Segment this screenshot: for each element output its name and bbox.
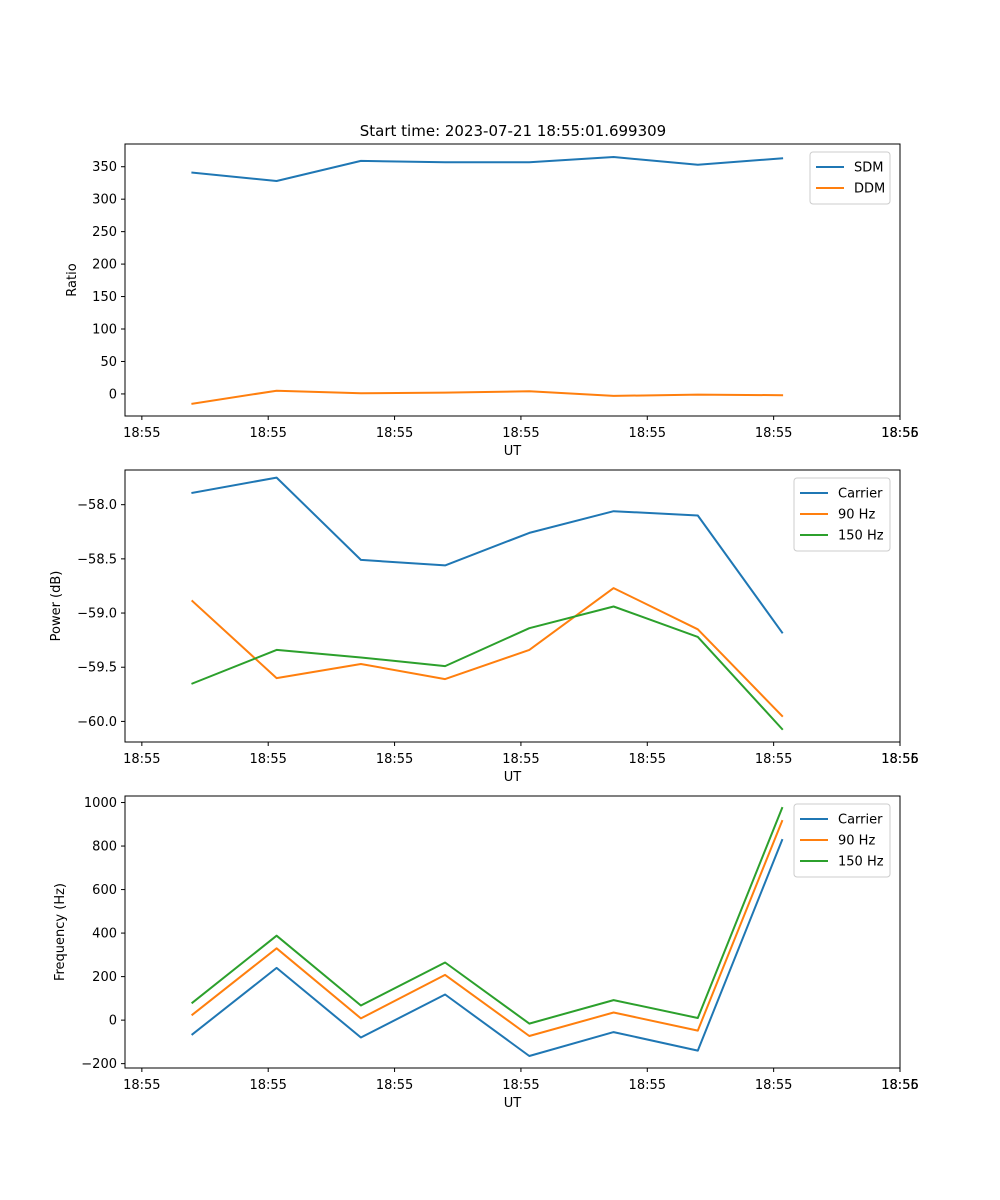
y-tick-label: 800 xyxy=(92,840,117,855)
legend-label: 150 Hz xyxy=(838,529,884,544)
series-line-90-hz xyxy=(190,819,784,1037)
legend-box xyxy=(809,151,891,205)
x-tick-label: 18:55 xyxy=(502,426,539,441)
y-tick-label: −58.5 xyxy=(77,552,117,567)
x-tick-label: 18:56 xyxy=(881,1078,918,1093)
x-axis-label: UT xyxy=(504,770,522,785)
y-tick-label: 400 xyxy=(92,927,117,942)
figure-title: Start time: 2023-07-21 18:55:01.699309 xyxy=(360,122,666,140)
plot-frame xyxy=(124,795,901,1069)
x-axis-label: UT xyxy=(504,1096,522,1111)
y-tick-label: 150 xyxy=(92,290,117,305)
x-tick-label: 18:55 xyxy=(123,426,160,441)
x-tick-label: 18:55 xyxy=(249,1078,286,1093)
x-tick-label: 18:55 xyxy=(755,752,792,767)
legend-label: Carrier xyxy=(838,813,883,828)
y-axis-label: Ratio xyxy=(65,263,80,296)
x-tick-label: 18:55 xyxy=(123,1078,160,1093)
y-tick-label: 200 xyxy=(92,258,117,273)
series-line-carrier xyxy=(190,838,784,1057)
x-tick-label: 18:55 xyxy=(755,1078,792,1093)
y-tick-label: 250 xyxy=(92,225,117,240)
series-line-carrier xyxy=(191,476,784,634)
y-axis-label: Frequency (Hz) xyxy=(53,883,68,981)
legend: SDM DDM xyxy=(809,151,891,205)
series-line-ddm xyxy=(191,389,784,405)
x-tick-label: 18:55 xyxy=(629,426,666,441)
legend-box xyxy=(793,477,891,552)
y-tick-label: 0 xyxy=(109,387,117,402)
series-line-sdm xyxy=(191,156,784,182)
y-tick-label: −60.0 xyxy=(77,715,117,730)
y-tick-label: 50 xyxy=(100,355,117,370)
legend: Carrier 90 Hz 150 Hz xyxy=(793,803,891,878)
plot-frame xyxy=(124,143,901,417)
x-tick-label: 18:55 xyxy=(502,752,539,767)
legend-label: 150 Hz xyxy=(838,855,884,870)
x-tick-label: 18:55 xyxy=(629,752,666,767)
x-tick-label: 18:55 xyxy=(376,752,413,767)
x-tick-label: 18:55 xyxy=(881,1078,918,1093)
y-tick-label: 350 xyxy=(92,160,117,175)
x-tick-label: 18:55 xyxy=(755,426,792,441)
y-tick-label: 0 xyxy=(109,1014,117,1029)
x-tick-label: 18:55 xyxy=(123,752,160,767)
x-tick-label: 18:55 xyxy=(502,1078,539,1093)
y-tick-label: −59.0 xyxy=(77,607,117,622)
legend: Carrier 90 Hz 150 Hz xyxy=(793,477,891,552)
series-line-150-hz xyxy=(190,806,784,1025)
series-line-150-hz xyxy=(191,605,784,731)
legend-label: DDM xyxy=(854,182,885,197)
y-axis-label: Power (dB) xyxy=(49,571,64,642)
x-tick-label: 18:55 xyxy=(629,1078,666,1093)
series-line-90-hz xyxy=(190,587,784,718)
x-tick-label: 18:55 xyxy=(376,426,413,441)
y-tick-label: 600 xyxy=(92,883,117,898)
x-tick-label: 18:56 xyxy=(881,426,918,441)
x-tick-label: 18:55 xyxy=(249,752,286,767)
y-tick-label: 1000 xyxy=(84,796,117,811)
y-tick-label: 300 xyxy=(92,193,117,208)
legend-label: 90 Hz xyxy=(838,508,875,523)
x-tick-label: 18:55 xyxy=(376,1078,413,1093)
x-tick-label: 18:56 xyxy=(881,752,918,767)
plot-frame xyxy=(124,469,901,743)
legend-label: Carrier xyxy=(838,487,883,502)
legend-label: SDM xyxy=(854,161,883,176)
x-tick-label: 18:55 xyxy=(881,426,918,441)
y-tick-label: −200 xyxy=(81,1057,117,1072)
subplot-2: −60.0 −59.5 −59.0 −58.5 −58.0 18:55 18:55 18:55… xyxy=(49,469,919,785)
x-axis-label: UT xyxy=(504,444,522,459)
legend-box xyxy=(793,803,891,878)
x-tick-label: 18:55 xyxy=(249,426,286,441)
y-tick-label: 200 xyxy=(92,970,117,985)
x-tick-label: 18:55 xyxy=(881,752,918,767)
y-tick-label: −59.5 xyxy=(77,661,117,676)
y-tick-label: 100 xyxy=(92,323,117,338)
legend-label: 90 Hz xyxy=(838,834,875,849)
y-tick-label: −58.0 xyxy=(77,498,117,513)
